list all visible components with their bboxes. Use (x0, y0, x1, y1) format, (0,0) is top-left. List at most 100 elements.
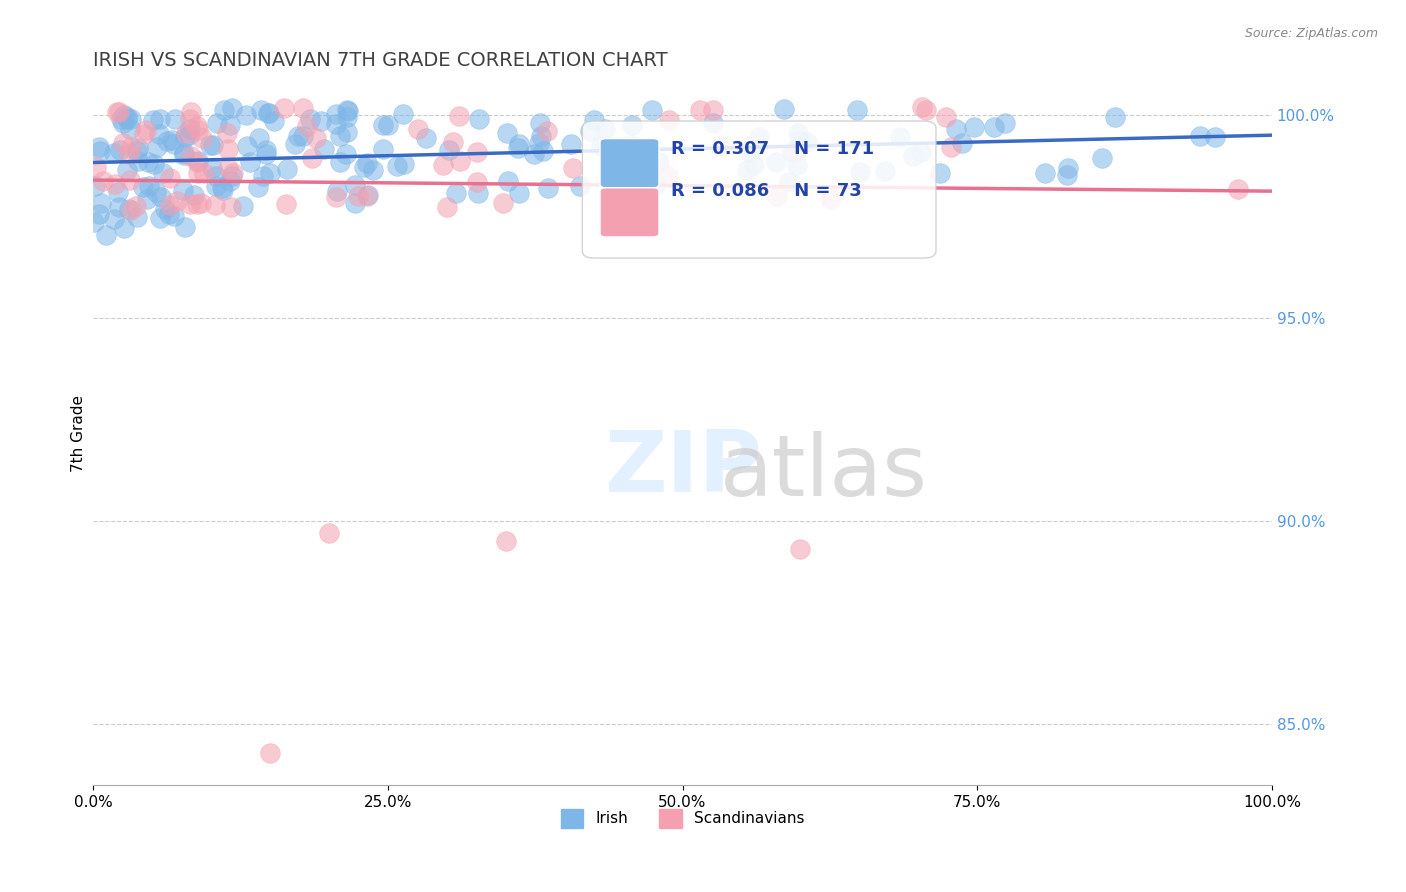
Point (406, 122, 429, 136)
Point (508, 186, 530, 200)
Point (1056, 168, 1078, 182)
Point (357, 187, 380, 202)
Point (211, 183, 233, 197)
Point (176, 126, 198, 140)
Point (495, 534, 517, 549)
Point (179, 196, 201, 211)
Point (173, 146, 195, 161)
Point (174, 220, 197, 235)
Point (117, 110, 139, 124)
Point (219, 174, 242, 188)
Point (432, 158, 454, 172)
Point (118, 202, 141, 216)
Point (602, 159, 624, 173)
Point (950, 136, 973, 150)
Point (146, 140, 169, 154)
Point (204, 169, 226, 183)
Point (356, 155, 378, 169)
Point (187, 122, 209, 136)
Point (531, 145, 554, 159)
Point (205, 178, 228, 193)
Point (318, 526, 340, 541)
Point (254, 143, 277, 157)
Point (304, 131, 326, 145)
Point (312, 142, 335, 156)
Point (492, 195, 515, 210)
Point (204, 197, 226, 211)
Point (415, 131, 437, 145)
Point (159, 170, 181, 185)
Point (84, 179, 107, 194)
Point (963, 120, 986, 134)
Point (157, 207, 180, 221)
Point (336, 125, 359, 139)
Point (149, 190, 172, 204)
Point (1204, 129, 1226, 144)
Point (263, 114, 285, 128)
Point (252, 169, 274, 183)
Point (221, 166, 243, 180)
Point (212, 103, 235, 118)
Point (201, 161, 224, 175)
Point (786, 144, 808, 158)
Point (939, 139, 962, 153)
Point (309, 114, 332, 128)
Point (645, 177, 668, 191)
Point (901, 149, 924, 163)
Point (620, 119, 643, 133)
Point (465, 145, 488, 159)
Point (336, 104, 359, 119)
Point (120, 173, 142, 187)
FancyBboxPatch shape (600, 138, 659, 187)
Point (287, 129, 309, 144)
Point (787, 126, 810, 140)
Point (336, 103, 359, 117)
Text: Source: ZipAtlas.com: Source: ZipAtlas.com (1244, 27, 1378, 40)
Point (257, 106, 280, 120)
Point (136, 192, 159, 206)
Point (496, 126, 519, 140)
Point (159, 198, 181, 212)
Point (83, 215, 105, 229)
Point (87, 140, 110, 154)
Point (202, 138, 225, 153)
Point (344, 195, 367, 210)
Point (112, 221, 135, 235)
Point (103, 211, 125, 226)
Point (467, 186, 489, 200)
Point (111, 136, 134, 150)
Point (468, 112, 491, 126)
Point (787, 134, 810, 148)
Point (173, 147, 195, 161)
Point (111, 116, 134, 130)
Point (136, 154, 159, 169)
Point (125, 199, 148, 213)
Point (915, 103, 938, 117)
Point (193, 165, 215, 179)
Point (127, 141, 149, 155)
Point (889, 129, 911, 144)
Point (249, 103, 271, 117)
Point (153, 202, 176, 216)
Point (641, 103, 664, 117)
Point (568, 178, 591, 193)
Point (127, 145, 149, 159)
Point (148, 127, 170, 141)
Point (772, 102, 794, 116)
Point (155, 134, 177, 148)
Point (356, 189, 378, 203)
Point (945, 121, 967, 136)
Point (274, 196, 297, 211)
Point (875, 163, 897, 178)
Point (361, 163, 384, 178)
Point (190, 130, 212, 145)
Point (259, 746, 281, 760)
Point (135, 123, 157, 137)
Point (120, 140, 142, 154)
Point (120, 112, 142, 127)
Point (780, 145, 803, 160)
Point (259, 166, 281, 180)
Point (536, 124, 558, 138)
Text: R = 0.086    N = 73: R = 0.086 N = 73 (671, 182, 862, 201)
Point (994, 116, 1017, 130)
